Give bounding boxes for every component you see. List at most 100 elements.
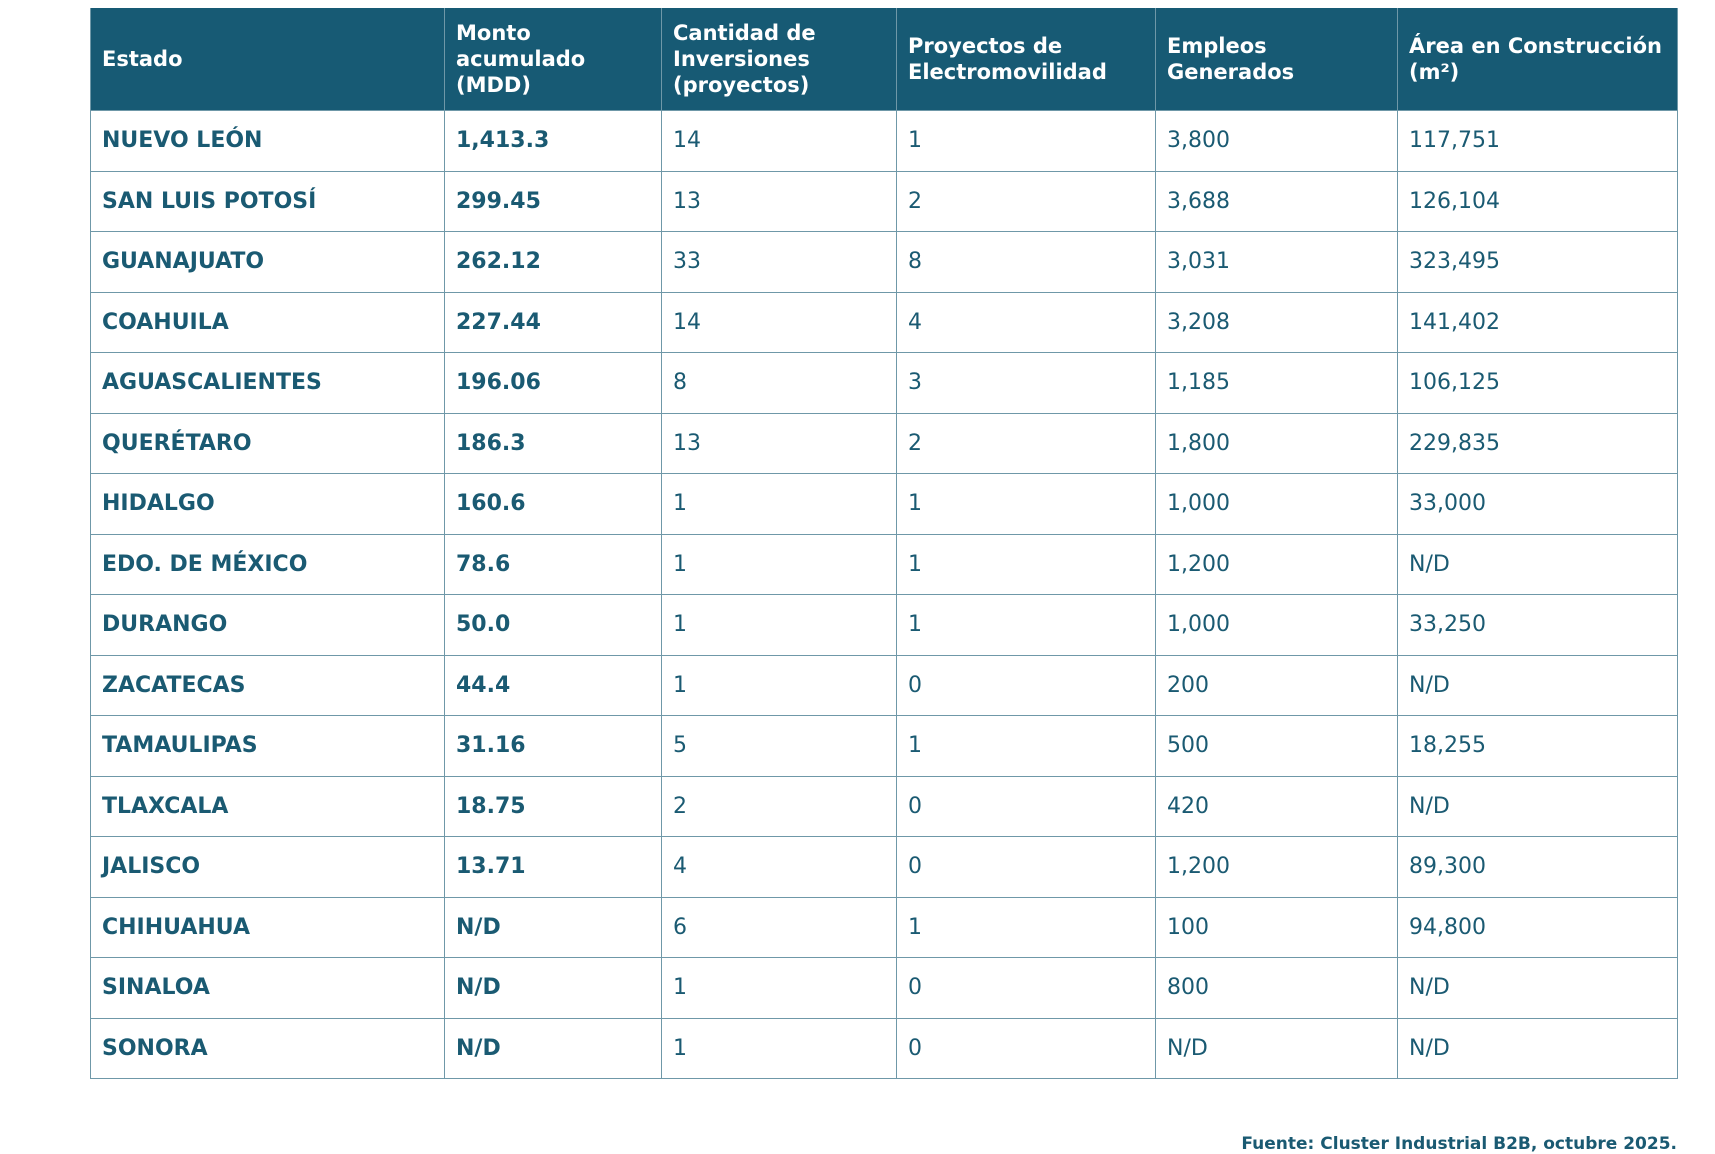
state-cell: COAHUILA — [90, 291, 445, 353]
table-row: CHIHUAHUA N/D 6 1 100 94,800 — [90, 896, 1678, 958]
data-cell: 1 — [661, 594, 897, 656]
table-row: NUEVO LEÓN 1,413.3 14 1 3,800 117,751 — [90, 110, 1678, 172]
table-row: DURANGO 50.0 1 1 1,000 33,250 — [90, 594, 1678, 656]
data-cell: 2 — [896, 170, 1156, 232]
table-row: EDO. DE MÉXICO 78.6 1 1 1,200 N/D — [90, 533, 1678, 595]
data-cell: 18,255 — [1397, 715, 1678, 777]
data-cell: 2 — [896, 412, 1156, 474]
data-cell: 4 — [661, 836, 897, 898]
data-cell: N/D — [1397, 775, 1678, 837]
state-cell: TAMAULIPAS — [90, 715, 445, 777]
data-cell: N/D — [1155, 1017, 1398, 1079]
table-row: SAN LUIS POTOSÍ 299.45 13 2 3,688 126,104 — [90, 170, 1678, 232]
data-cell: 1,800 — [1155, 412, 1398, 474]
data-cell: 18.75 — [444, 775, 662, 837]
data-cell: 106,125 — [1397, 352, 1678, 414]
state-cell: CHIHUAHUA — [90, 896, 445, 958]
data-cell: 33,250 — [1397, 594, 1678, 656]
data-cell: 0 — [896, 836, 1156, 898]
data-cell: 160.6 — [444, 473, 662, 535]
data-cell: 1,200 — [1155, 533, 1398, 595]
data-cell: 0 — [896, 654, 1156, 716]
data-cell: 50.0 — [444, 594, 662, 656]
data-cell: 14 — [661, 110, 897, 172]
table-row: SONORA N/D 1 0 N/D N/D — [90, 1017, 1678, 1079]
data-cell: 44.4 — [444, 654, 662, 716]
table-row: SINALOA N/D 1 0 800 N/D — [90, 957, 1678, 1019]
data-cell: 186.3 — [444, 412, 662, 474]
data-cell: 0 — [896, 775, 1156, 837]
data-cell: 33,000 — [1397, 473, 1678, 535]
table-row: HIDALGO 160.6 1 1 1,000 33,000 — [90, 473, 1678, 535]
data-cell: N/D — [1397, 654, 1678, 716]
state-cell: ZACATECAS — [90, 654, 445, 716]
data-cell: N/D — [444, 896, 662, 958]
data-cell: 78.6 — [444, 533, 662, 595]
data-cell: 6 — [661, 896, 897, 958]
data-cell: 323,495 — [1397, 231, 1678, 293]
table-row: GUANAJUATO 262.12 33 8 3,031 323,495 — [90, 231, 1678, 293]
data-cell: 3 — [896, 352, 1156, 414]
data-cell: 196.06 — [444, 352, 662, 414]
data-cell: 4 — [896, 291, 1156, 353]
data-cell: N/D — [1397, 957, 1678, 1019]
data-cell: 1,413.3 — [444, 110, 662, 172]
table-row: TLAXCALA 18.75 2 0 420 N/D — [90, 775, 1678, 837]
state-cell: AGUASCALIENTES — [90, 352, 445, 414]
column-header: Empleos Generados — [1155, 8, 1398, 111]
table-row: COAHUILA 227.44 14 4 3,208 141,402 — [90, 291, 1678, 353]
state-cell: SAN LUIS POTOSÍ — [90, 170, 445, 232]
data-cell: 1,000 — [1155, 594, 1398, 656]
data-cell: 126,104 — [1397, 170, 1678, 232]
state-cell: HIDALGO — [90, 473, 445, 535]
data-cell: 1,000 — [1155, 473, 1398, 535]
data-cell: 1 — [896, 896, 1156, 958]
data-cell: 31.16 — [444, 715, 662, 777]
data-cell: 8 — [661, 352, 897, 414]
data-cell: 1,200 — [1155, 836, 1398, 898]
table-row: TAMAULIPAS 31.16 5 1 500 18,255 — [90, 715, 1678, 777]
data-cell: 94,800 — [1397, 896, 1678, 958]
data-cell: 2 — [661, 775, 897, 837]
data-cell: 5 — [661, 715, 897, 777]
data-cell: 500 — [1155, 715, 1398, 777]
state-cell: SINALOA — [90, 957, 445, 1019]
data-cell: 3,800 — [1155, 110, 1398, 172]
state-cell: DURANGO — [90, 594, 445, 656]
data-cell: 13.71 — [444, 836, 662, 898]
data-cell: N/D — [1397, 1017, 1678, 1079]
data-cell: N/D — [444, 957, 662, 1019]
data-cell: 1 — [661, 473, 897, 535]
data-cell: 200 — [1155, 654, 1398, 716]
data-cell: 13 — [661, 170, 897, 232]
data-cell: 8 — [896, 231, 1156, 293]
data-cell: 1 — [661, 957, 897, 1019]
column-header: Proyectos de Electromovilidad — [896, 8, 1156, 111]
table-row: ZACATECAS 44.4 1 0 200 N/D — [90, 654, 1678, 716]
state-cell: JALISCO — [90, 836, 445, 898]
data-table: Estado Monto acumulado (MDD) Cantidad de I… — [90, 8, 1678, 1079]
data-cell: N/D — [1397, 533, 1678, 595]
state-cell: QUERÉTARO — [90, 412, 445, 474]
data-cell: 1 — [661, 533, 897, 595]
state-cell: TLAXCALA — [90, 775, 445, 837]
data-cell: 1 — [896, 473, 1156, 535]
state-cell: EDO. DE MÉXICO — [90, 533, 445, 595]
data-cell: 299.45 — [444, 170, 662, 232]
data-cell: 1 — [896, 715, 1156, 777]
data-cell: N/D — [444, 1017, 662, 1079]
column-header: Estado — [90, 8, 445, 111]
header-row: Estado Monto acumulado (MDD) Cantidad de I… — [90, 8, 1678, 111]
data-cell: 1 — [661, 1017, 897, 1079]
table-header: Estado Monto acumulado (MDD) Cantidad de I… — [90, 8, 1678, 111]
column-header: Área en Construcción (m²) — [1397, 8, 1678, 111]
state-cell: NUEVO LEÓN — [90, 110, 445, 172]
data-cell: 141,402 — [1397, 291, 1678, 353]
source-note: Fuente: Cluster Industrial B2B, octubre … — [1241, 1134, 1677, 1154]
data-cell: 1 — [661, 654, 897, 716]
table-row: JALISCO 13.71 4 0 1,200 89,300 — [90, 836, 1678, 898]
data-cell: 229,835 — [1397, 412, 1678, 474]
state-cell: GUANAJUATO — [90, 231, 445, 293]
data-cell: 227.44 — [444, 291, 662, 353]
data-cell: 33 — [661, 231, 897, 293]
